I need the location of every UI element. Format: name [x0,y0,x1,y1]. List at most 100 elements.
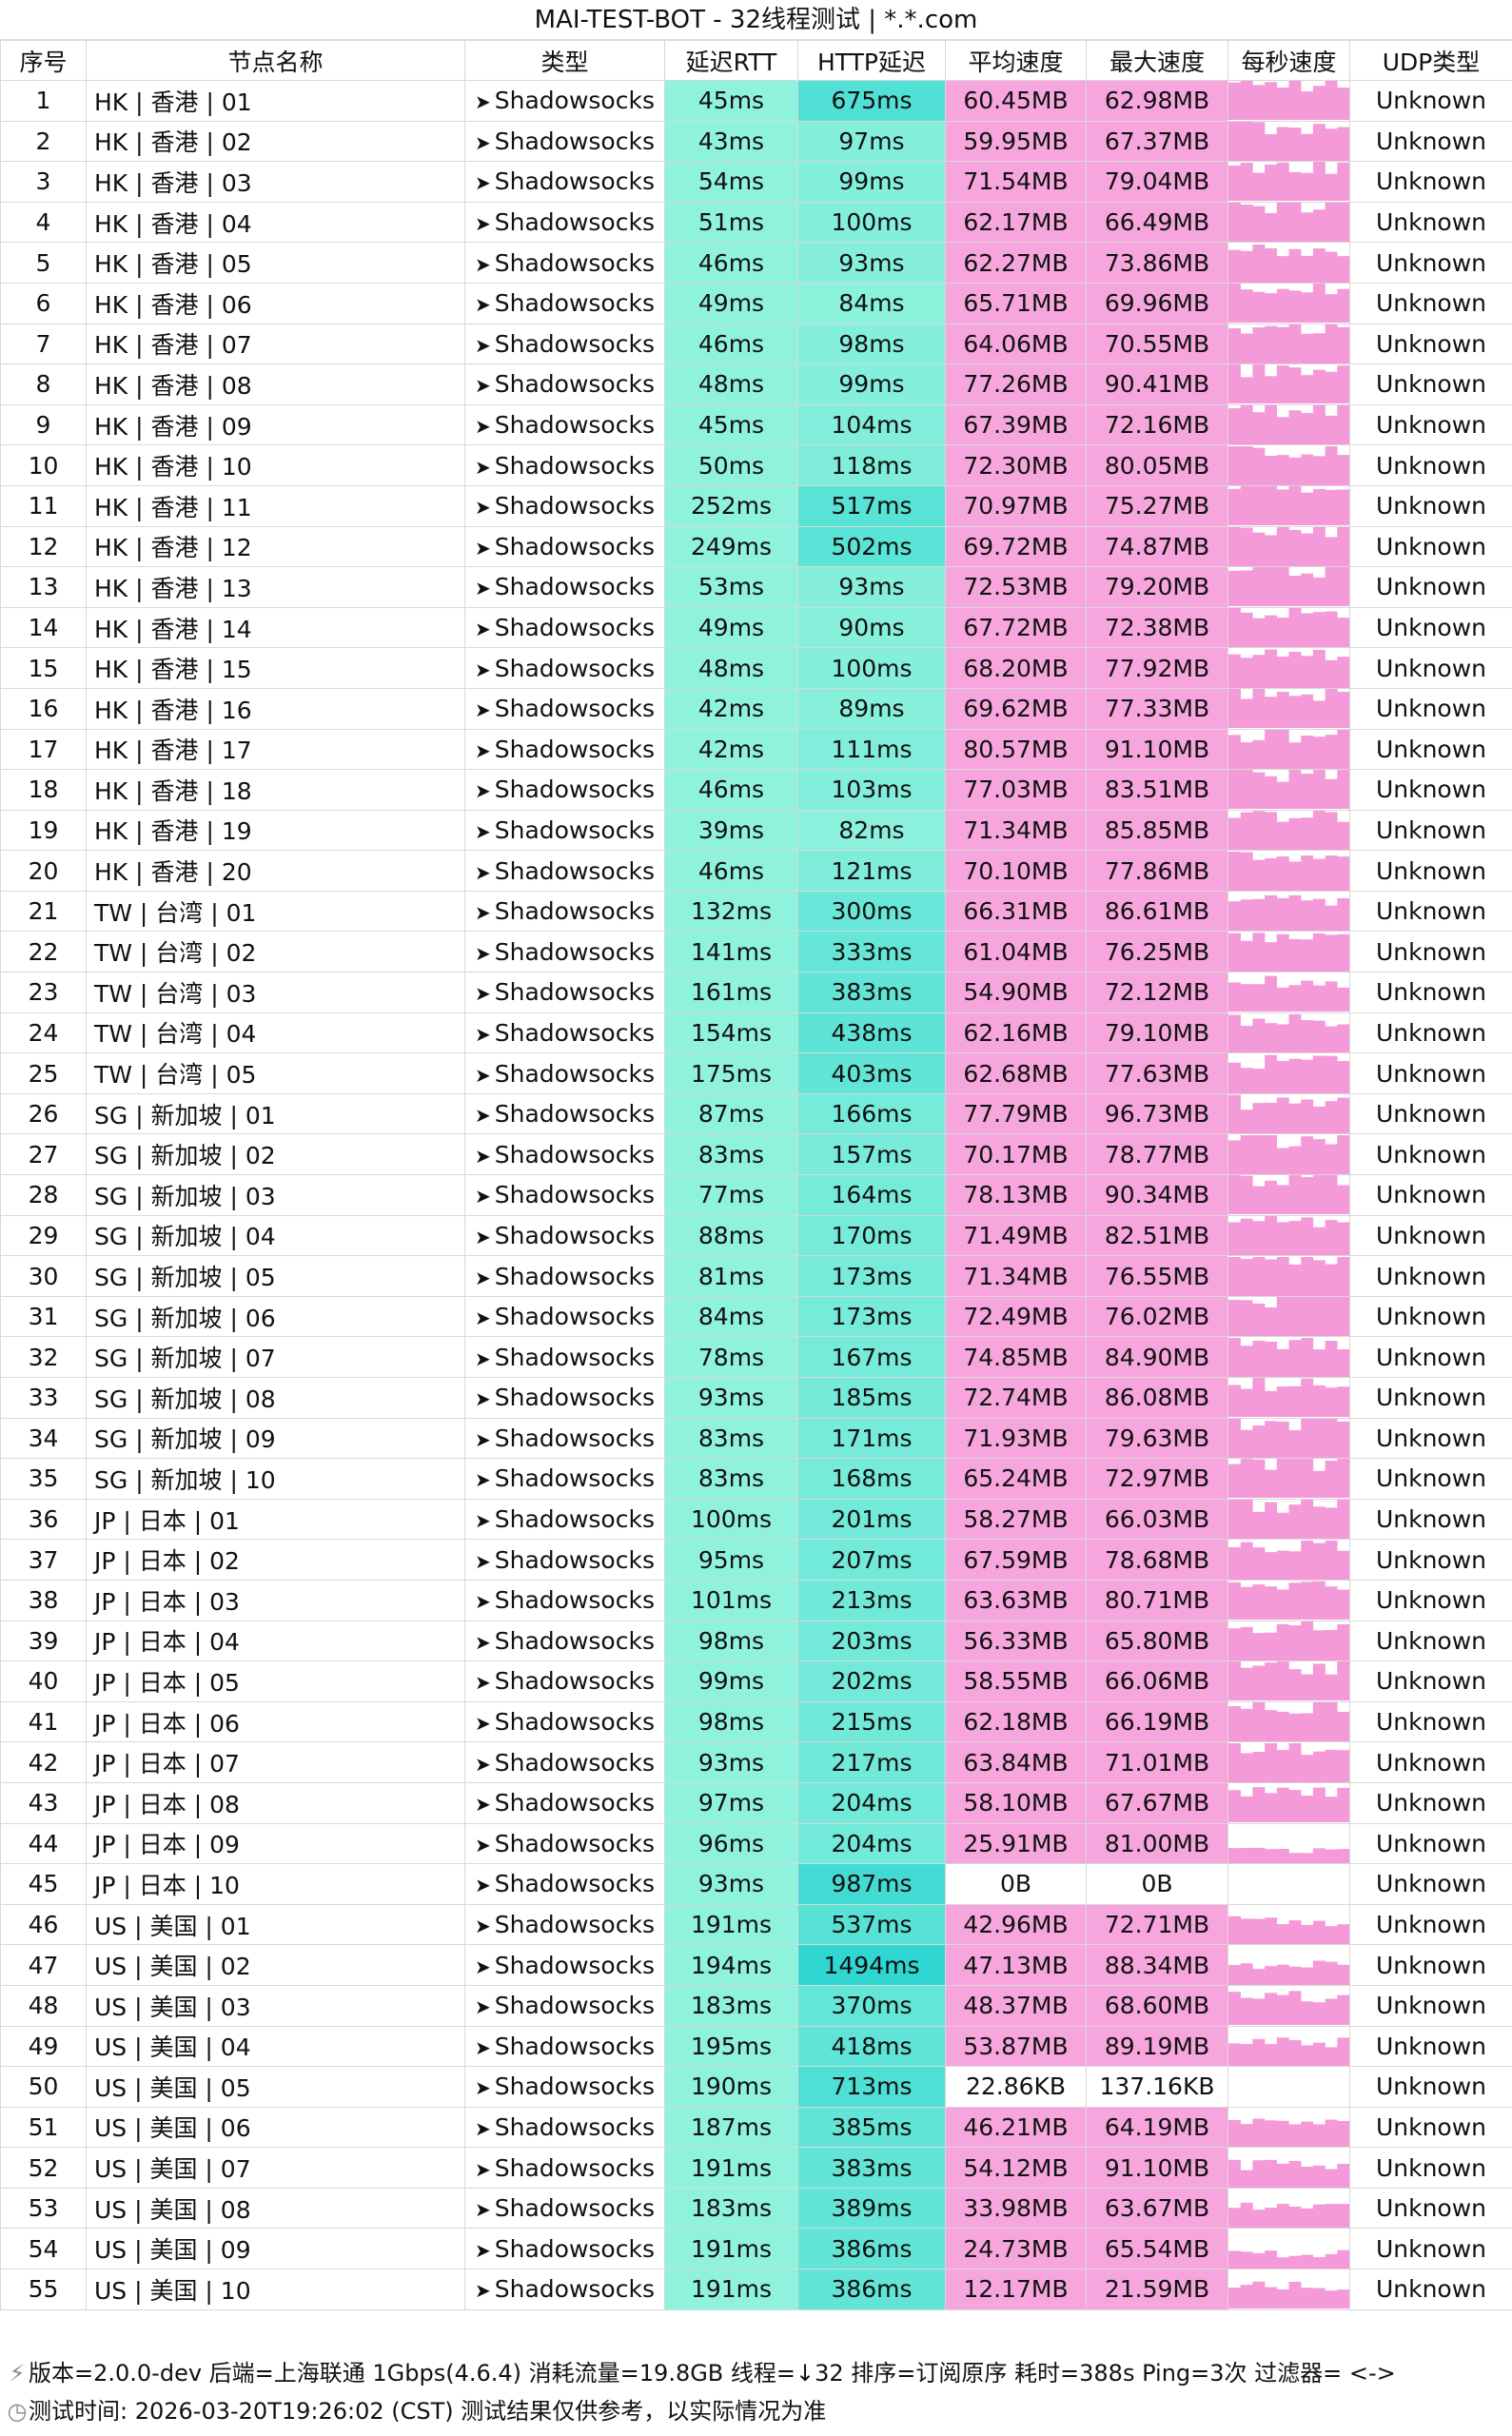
sparkline-bar [1265,776,1278,810]
sparkline-bar [1276,2163,1289,2188]
sparkline-bar [1240,527,1253,566]
row-index: 16 [0,687,87,730]
sparkline-bar [1228,982,1241,1012]
table-row: 37 JP | 日本 | 02 ➤ Shadowsocks 95ms 207ms 67.59… [0,1539,1512,1581]
node-type: ➤ Shadowsocks [464,323,665,365]
sparkline-bar [1240,2170,1253,2188]
sparkline-bar [1337,1256,1349,1296]
sparkline-bar [1240,163,1253,202]
sparkline-bar [1240,2251,1253,2269]
rtt-latency: 83ms [664,1133,798,1176]
row-index: 33 [0,1377,87,1419]
sparkline-bar [1288,1146,1302,1174]
sparkline-bar [1228,571,1241,607]
sparkline-bar [1252,412,1266,444]
sparkline-bar [1276,417,1289,444]
sparkline-bar [1337,1421,1349,1458]
sparkline-bar [1265,1502,1278,1539]
http-latency: 207ms [797,1539,946,1581]
speed-sparkline [1228,284,1349,324]
per-second-speed [1227,282,1350,324]
node-type-label: Shadowsocks [494,978,655,1007]
shadowsocks-icon: ➤ [475,1468,491,1492]
rtt-latency: 183ms [664,2187,798,2230]
row-index: 37 [0,1539,87,1581]
sparkline-bar [1252,447,1266,485]
sparkline-bar [1288,1966,1302,1985]
avg-speed: 48.37MB [945,1984,1087,2027]
max-speed: 67.67MB [1086,1781,1228,1824]
sparkline-bar [1288,1550,1302,1580]
sparkline-bar [1276,1256,1289,1296]
sparkline-bar [1276,2120,1289,2147]
node-name: SG | 新加坡 | 03 [86,1174,465,1216]
sparkline-bar [1325,1264,1338,1296]
sparkline-bar [1240,657,1253,688]
udp-type: Unknown [1349,525,1512,568]
sparkline-bar [1240,1847,1253,1863]
sparkline-bar [1337,255,1349,283]
rtt-latency: 42ms [664,728,798,771]
sparkline-bar [1337,1134,1349,1174]
sparkline-bar [1265,247,1278,283]
sparkline-bar [1276,1550,1289,1580]
node-type-label: Shadowsocks [494,856,655,885]
sparkline-bar [1276,1421,1289,1458]
max-speed: 77.92MB [1086,647,1228,689]
avg-speed: 58.27MB [945,1498,1087,1541]
sparkline-bar [1265,975,1278,1012]
table-row: 43 JP | 日本 | 08 ➤ Shadowsocks 97ms 204ms 58.10… [0,1781,1512,1824]
sparkline-bar [1301,1713,1314,1741]
sparkline-bar [1301,1337,1314,1377]
node-type-label: Shadowsocks [494,1464,655,1493]
node-type: ➤ Shadowsocks [464,484,665,527]
sparkline-bar [1252,2159,1266,2188]
udp-type: Unknown [1349,80,1512,122]
sparkline-bar [1288,696,1302,729]
udp-type: Unknown [1349,1092,1512,1135]
node-type-label: Shadowsocks [494,573,655,601]
http-latency: 204ms [797,1781,946,1824]
sparkline-bar [1288,1103,1302,1133]
sparkline-bar [1276,821,1289,850]
sparkline-bar [1325,734,1338,769]
sparkline-bar [1276,489,1289,526]
http-latency: 517ms [797,484,946,527]
node-type: ➤ Shadowsocks [464,363,665,405]
sparkline-bar [1240,940,1253,972]
sparkline-bar [1325,128,1338,161]
sparkline-bar [1288,1713,1302,1741]
sparkline-bar [1337,88,1349,121]
max-speed: 82.51MB [1086,1214,1228,1257]
sparkline-bar [1337,729,1349,769]
node-type: ➤ Shadowsocks [464,1620,665,1662]
rtt-latency: 45ms [664,80,798,122]
avg-speed: 72.49MB [945,1295,1087,1338]
node-type: ➤ Shadowsocks [464,1579,665,1621]
shadowsocks-icon: ➤ [475,2157,491,2181]
sparkline-bar [1301,1754,1314,1782]
sparkline-bar [1240,984,1253,1012]
sparkline-bar [1240,1388,1253,1418]
node-type-label: Shadowsocks [494,897,655,926]
node-name: US | 美国 | 01 [86,1903,465,1946]
sparkline-bar [1276,692,1289,729]
per-second-speed [1227,363,1350,405]
per-second-speed [1227,931,1350,973]
sparkline-bar [1325,611,1338,647]
sparkline-bar [1325,1540,1338,1580]
sparkline-bar [1228,1992,1241,2026]
speed-sparkline [1228,1581,1349,1621]
row-index: 21 [0,890,87,933]
http-latency: 333ms [797,931,946,973]
per-second-speed [1227,809,1350,852]
sparkline-bar [1252,618,1266,647]
sparkline-bar [1337,1550,1349,1580]
sparkline-bar [1301,1059,1314,1093]
sparkline-bar [1301,613,1314,647]
sparkline-bar [1288,1058,1302,1093]
sparkline-bar [1276,567,1289,607]
http-latency: 203ms [797,1620,946,1662]
speed-sparkline [1228,203,1349,242]
node-type: ➤ Shadowsocks [464,80,665,122]
